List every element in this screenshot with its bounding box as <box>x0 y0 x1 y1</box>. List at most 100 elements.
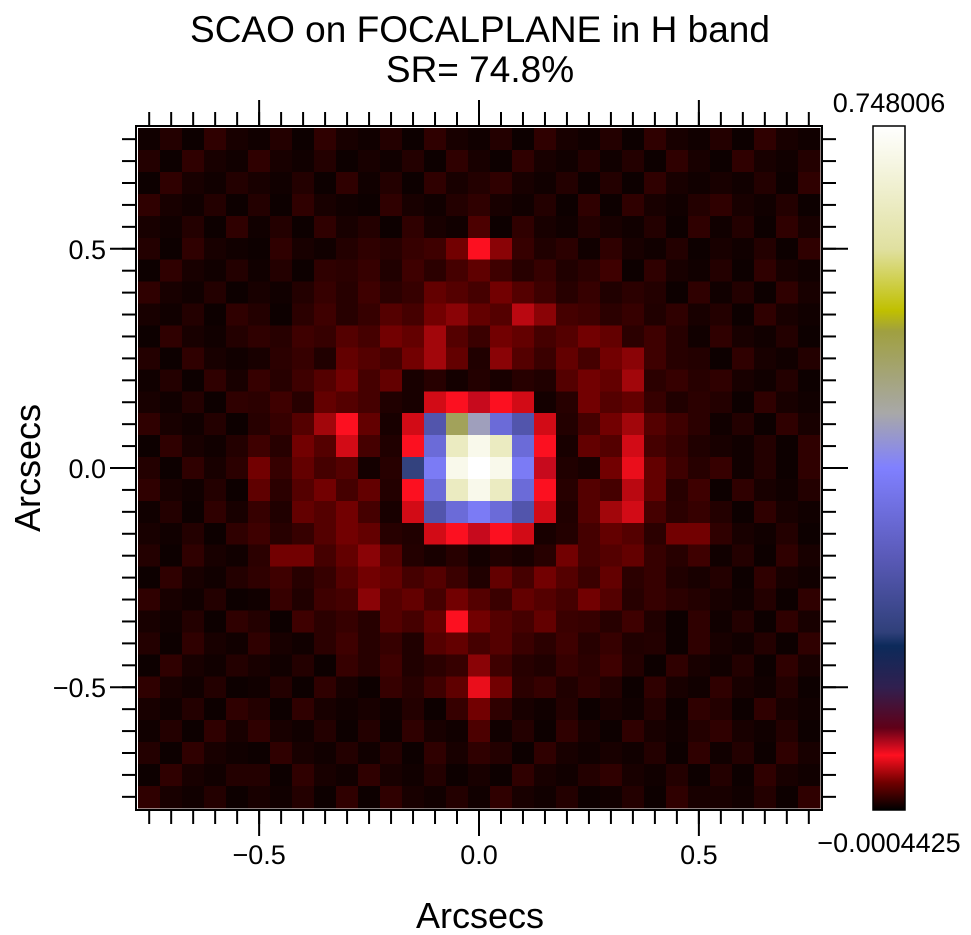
heatmap-cell <box>511 259 535 283</box>
heatmap-cell <box>336 237 359 261</box>
heatmap-cell <box>621 435 645 458</box>
heatmap-cell <box>248 347 271 370</box>
heatmap-cell <box>797 785 821 809</box>
heatmap-cell <box>160 237 183 261</box>
heatmap-cell <box>599 172 623 195</box>
heatmap-cell <box>468 347 491 370</box>
heatmap-cell <box>314 566 337 590</box>
heatmap-cell <box>643 347 667 370</box>
heatmap-cell <box>292 566 315 590</box>
heatmap-cell <box>621 259 645 283</box>
heatmap-cell <box>336 193 359 217</box>
heatmap-cell <box>446 676 469 699</box>
heatmap-cell <box>775 610 799 633</box>
heatmap-cell <box>731 128 755 151</box>
heatmap-cell <box>446 698 469 721</box>
heatmap-cell <box>270 478 293 502</box>
heatmap-cell <box>402 128 425 151</box>
heatmap-cell <box>621 369 645 392</box>
heatmap-cell <box>138 544 161 568</box>
heatmap-cell <box>797 369 821 392</box>
heatmap-cell <box>226 457 249 480</box>
heatmap-cell <box>599 128 623 151</box>
heatmap-cell <box>797 500 821 524</box>
heatmap-cell <box>555 391 579 414</box>
heatmap-cell <box>511 457 535 480</box>
heatmap-cell <box>621 588 645 611</box>
heatmap-cell <box>577 347 601 370</box>
heatmap-cell <box>797 676 821 699</box>
heatmap-cell <box>248 763 271 787</box>
heatmap-cell <box>336 720 359 743</box>
heatmap-cell <box>709 676 733 699</box>
heatmap-cell <box>336 588 359 611</box>
heatmap-cell <box>511 676 535 699</box>
heatmap-cell <box>775 500 799 524</box>
heatmap-cell <box>753 544 777 568</box>
heatmap-cell <box>380 215 403 239</box>
heatmap-cell <box>204 347 227 370</box>
heatmap-cell <box>621 478 645 502</box>
heatmap-cell <box>775 172 799 195</box>
heatmap-cell <box>468 588 491 611</box>
heatmap-cell <box>709 150 733 173</box>
heatmap-cell <box>577 500 601 524</box>
heatmap-cell <box>731 435 755 458</box>
heatmap-cell <box>797 763 821 787</box>
heatmap-cell <box>336 391 359 414</box>
heatmap-cell <box>402 347 425 370</box>
heatmap-cell <box>511 742 535 765</box>
heatmap-cell <box>687 347 711 370</box>
heatmap-cell <box>336 785 359 809</box>
heatmap-cell <box>709 369 733 392</box>
heatmap-cell <box>709 457 733 480</box>
heatmap-cell <box>182 676 205 699</box>
heatmap-cell <box>314 413 337 436</box>
heatmap-cell <box>292 172 315 195</box>
heatmap-cell <box>182 785 205 809</box>
heatmap-cell <box>489 610 513 633</box>
heatmap-cell <box>775 478 799 502</box>
heatmap-cell <box>204 742 227 765</box>
heatmap-cell <box>621 391 645 414</box>
heatmap-cell <box>424 522 447 546</box>
heatmap-cell <box>468 413 491 436</box>
heatmap-cell <box>797 172 821 195</box>
heatmap-cell <box>270 544 293 568</box>
heatmap-cell <box>204 435 227 458</box>
heatmap-cell <box>797 698 821 721</box>
heatmap-cell <box>336 632 359 655</box>
heatmap-cell <box>577 259 601 283</box>
heatmap-cell <box>380 281 403 305</box>
heatmap-cell <box>204 544 227 568</box>
heatmap-cell <box>292 588 315 611</box>
heatmap-cell <box>599 698 623 721</box>
heatmap-cell <box>270 522 293 546</box>
heatmap-cell <box>292 215 315 239</box>
heatmap-cell <box>753 303 777 326</box>
heatmap-cell <box>424 500 447 524</box>
heatmap-cell <box>621 303 645 326</box>
heatmap-cell <box>511 172 535 195</box>
heatmap-cell <box>577 720 601 743</box>
heatmap-cell <box>533 763 557 787</box>
heatmap-cell <box>270 763 293 787</box>
heatmap-cell <box>621 215 645 239</box>
heatmap-cell <box>687 457 711 480</box>
heatmap-cell <box>248 566 271 590</box>
heatmap-cell <box>687 698 711 721</box>
heatmap-cell <box>248 172 271 195</box>
heatmap-cell <box>489 128 513 151</box>
heatmap-cell <box>797 413 821 436</box>
heatmap-cell <box>336 500 359 524</box>
heatmap-cell <box>292 391 315 414</box>
heatmap-cell <box>138 785 161 809</box>
heatmap-cell <box>204 698 227 721</box>
heatmap-cell <box>424 610 447 633</box>
heatmap-cell <box>314 654 337 677</box>
heatmap-cell <box>380 237 403 261</box>
heatmap-cell <box>204 610 227 633</box>
heatmap-cell <box>797 391 821 414</box>
heatmap-cell <box>226 281 249 305</box>
heatmap-cell <box>577 785 601 809</box>
